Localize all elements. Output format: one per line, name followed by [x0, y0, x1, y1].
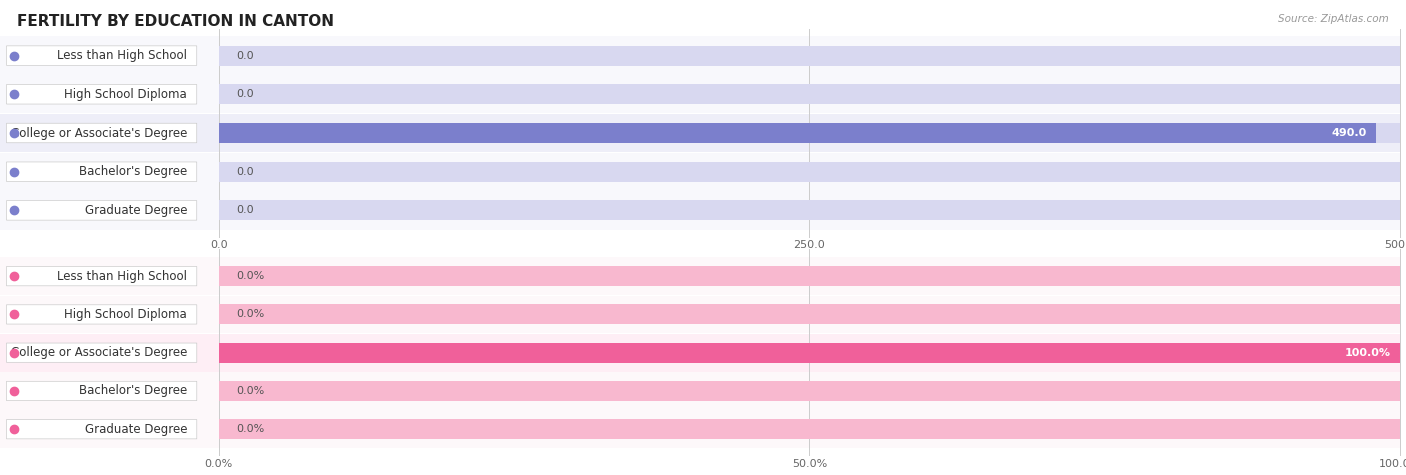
- Text: 490.0: 490.0: [1331, 128, 1367, 138]
- Bar: [0, 372, 1400, 410]
- FancyBboxPatch shape: [7, 419, 197, 439]
- FancyBboxPatch shape: [7, 85, 197, 104]
- Bar: [0, 295, 1400, 333]
- Text: College or Associate's Degree: College or Associate's Degree: [11, 346, 187, 359]
- FancyBboxPatch shape: [7, 266, 197, 286]
- Text: Bachelor's Degree: Bachelor's Degree: [79, 165, 187, 178]
- Text: 100.0%: 100.0%: [1344, 348, 1391, 358]
- Bar: [0, 334, 1400, 371]
- FancyBboxPatch shape: [7, 343, 197, 362]
- Text: 0.0: 0.0: [236, 167, 254, 177]
- Bar: [0, 75, 1400, 114]
- Bar: [0, 37, 1400, 75]
- Bar: [218, 162, 1400, 182]
- FancyBboxPatch shape: [7, 200, 197, 220]
- Text: High School Diploma: High School Diploma: [65, 308, 187, 321]
- Text: Less than High School: Less than High School: [58, 270, 187, 283]
- Text: College or Associate's Degree: College or Associate's Degree: [11, 126, 187, 140]
- Bar: [218, 381, 1400, 401]
- Bar: [218, 123, 1400, 143]
- FancyBboxPatch shape: [7, 381, 197, 400]
- Bar: [218, 123, 1376, 143]
- FancyBboxPatch shape: [7, 123, 197, 143]
- Bar: [0, 114, 1400, 152]
- Text: 0.0: 0.0: [236, 89, 254, 99]
- Bar: [0, 410, 1400, 448]
- FancyBboxPatch shape: [7, 46, 197, 66]
- Bar: [218, 84, 1400, 104]
- Bar: [218, 304, 1400, 324]
- Text: 0.0: 0.0: [236, 205, 254, 215]
- Bar: [218, 343, 1400, 362]
- Text: Less than High School: Less than High School: [58, 49, 187, 62]
- Text: Source: ZipAtlas.com: Source: ZipAtlas.com: [1278, 14, 1389, 24]
- Text: Bachelor's Degree: Bachelor's Degree: [79, 384, 187, 398]
- Text: 0.0%: 0.0%: [236, 386, 264, 396]
- Bar: [0, 152, 1400, 191]
- Bar: [0, 191, 1400, 229]
- Bar: [218, 200, 1400, 220]
- Text: 0.0%: 0.0%: [236, 271, 264, 281]
- Bar: [218, 419, 1400, 439]
- Text: 0.0%: 0.0%: [236, 309, 264, 319]
- Bar: [218, 343, 1400, 362]
- FancyBboxPatch shape: [7, 305, 197, 324]
- Text: High School Diploma: High School Diploma: [65, 88, 187, 101]
- Text: Graduate Degree: Graduate Degree: [84, 423, 187, 436]
- Text: 0.0: 0.0: [236, 51, 254, 61]
- Text: FERTILITY BY EDUCATION IN CANTON: FERTILITY BY EDUCATION IN CANTON: [17, 14, 333, 29]
- Text: 0.0%: 0.0%: [236, 424, 264, 434]
- FancyBboxPatch shape: [7, 162, 197, 181]
- Text: Graduate Degree: Graduate Degree: [84, 204, 187, 217]
- Bar: [218, 46, 1400, 66]
- Bar: [218, 266, 1400, 286]
- Bar: [0, 257, 1400, 295]
